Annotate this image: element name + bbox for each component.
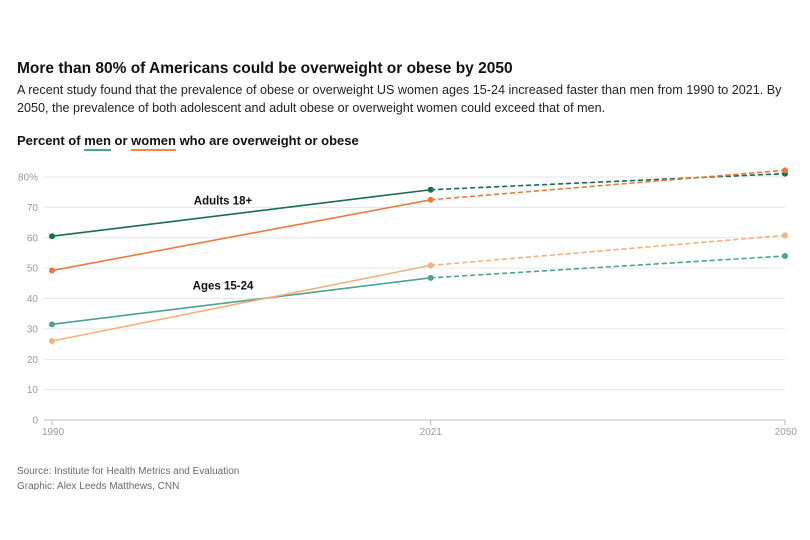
y-tick-label: 60 <box>27 233 39 244</box>
data-point <box>49 233 55 240</box>
legend: Percent of men or women who are overweig… <box>17 133 359 151</box>
series-annotation: Ages 15-24 <box>193 280 254 292</box>
projection-segment <box>429 169 786 201</box>
y-tick-label: 0 <box>32 416 38 427</box>
data-point <box>782 167 788 174</box>
projection-segment <box>429 255 786 279</box>
x-axis-ticks: 1990 2021 2050 <box>42 420 797 438</box>
x-tick-label: 2021 <box>420 427 443 438</box>
legend-men: men <box>84 133 111 151</box>
series-men_adults <box>49 170 788 240</box>
series-annotation: Adults 18+ <box>194 195 253 207</box>
historical-segment <box>51 264 432 342</box>
data-point <box>427 262 434 269</box>
data-point <box>49 338 55 345</box>
historical-segment <box>51 198 432 272</box>
graphic-credit: Graphic: Alex Leeds Matthews, CNN <box>17 481 180 490</box>
y-tick-label: 20 <box>27 355 39 366</box>
historical-segment <box>51 277 432 326</box>
legend-suffix: who are overweight or obese <box>175 133 359 148</box>
data-point <box>427 186 434 193</box>
chart-subtitle: A recent study found that the prevalence… <box>17 83 782 115</box>
x-tick-label: 1990 <box>42 427 65 438</box>
gridlines <box>44 176 785 421</box>
annotations: Adults 18+ Ages 15-24 <box>193 195 254 292</box>
projection-segment <box>429 234 786 267</box>
data-point <box>427 196 434 203</box>
y-tick-label: 50 <box>27 264 39 275</box>
legend-women: women <box>131 133 176 151</box>
y-tick-label: 70 <box>27 203 39 214</box>
data-point <box>49 321 55 328</box>
y-axis-ticks: 0 10 20 30 40 50 60 70 80% <box>18 173 38 427</box>
y-tick-label: 10 <box>27 385 39 396</box>
data-point <box>49 267 55 274</box>
data-point <box>427 274 434 281</box>
data-point <box>782 252 788 259</box>
series-men_youth <box>49 252 788 328</box>
series <box>49 167 788 345</box>
data-point <box>782 232 788 239</box>
y-tick-label: 30 <box>27 324 39 335</box>
historical-segment <box>51 188 432 238</box>
x-tick-label: 2050 <box>775 427 798 438</box>
series-women_youth <box>49 232 788 345</box>
legend-or: or <box>110 133 132 148</box>
y-tick-label: 80% <box>18 173 38 184</box>
legend-prefix: Percent of <box>17 133 85 148</box>
series-women_adults <box>49 167 788 274</box>
source-note: Source: Institute for Health Metrics and… <box>17 466 240 477</box>
projection-segment <box>429 172 786 191</box>
y-tick-label: 40 <box>27 294 39 305</box>
chart-title: More than 80% of Americans could be over… <box>17 60 513 77</box>
